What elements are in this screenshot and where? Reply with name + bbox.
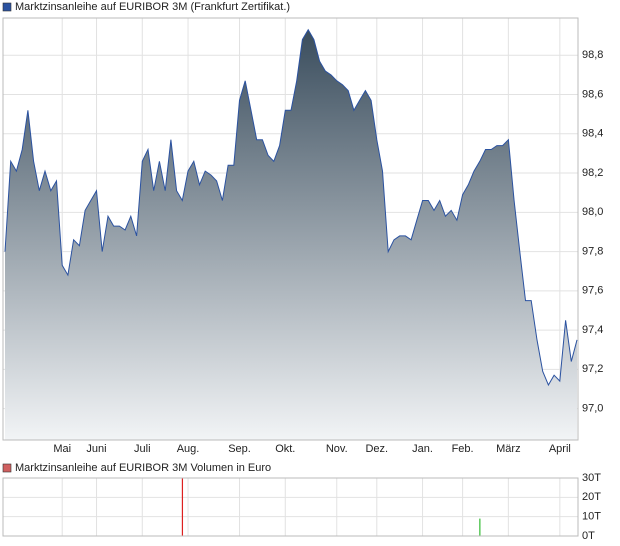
y-tick-label: 0T	[582, 530, 595, 542]
x-tick-label: Aug.	[177, 443, 200, 455]
y-tick-label: 97,2	[582, 363, 603, 375]
x-tick-label: Feb.	[452, 443, 474, 455]
x-tick-label: Dez.	[365, 443, 388, 455]
y-tick-label: 98,6	[582, 88, 603, 100]
y-tick-label: 20T	[582, 491, 601, 503]
legend-label: Marktzinsanleihe auf EURIBOR 3M (Frankfu…	[15, 1, 290, 13]
y-tick-label: 98,2	[582, 167, 603, 179]
legend-swatch	[2, 2, 12, 12]
x-tick-label: Sep.	[228, 443, 251, 455]
x-tick-label: Nov.	[326, 443, 348, 455]
plot-border	[2, 477, 579, 537]
plot-area	[2, 477, 579, 537]
x-tick-label: April	[549, 443, 571, 455]
y-tick-label: 98,8	[582, 49, 603, 61]
y-tick-label: 97,0	[582, 403, 603, 415]
area-fill	[5, 29, 577, 441]
volume-bar	[181, 478, 184, 536]
y-tick-label: 97,8	[582, 245, 603, 257]
x-tick-label: Juli	[134, 443, 151, 455]
y-tick-label: 98,0	[582, 206, 603, 218]
y-tick-label: 30T	[582, 472, 601, 484]
y-tick-label: 98,4	[582, 128, 603, 140]
price-line	[4, 28, 578, 387]
y-tick-label: 10T	[582, 511, 601, 523]
x-tick-label: Mai	[53, 443, 71, 455]
x-tick-label: Okt.	[275, 443, 295, 455]
legend-swatch	[2, 463, 12, 473]
x-tick-label: Jan.	[412, 443, 433, 455]
y-tick-label: 97,4	[582, 324, 603, 336]
volume-bar	[479, 518, 481, 536]
legend-label: Marktzinsanleihe auf EURIBOR 3M Volumen …	[15, 462, 271, 474]
y-tick-label: 97,6	[582, 285, 603, 297]
x-tick-label: Juni	[86, 443, 106, 455]
x-tick-label: März	[496, 443, 520, 455]
plot-border	[2, 17, 579, 441]
